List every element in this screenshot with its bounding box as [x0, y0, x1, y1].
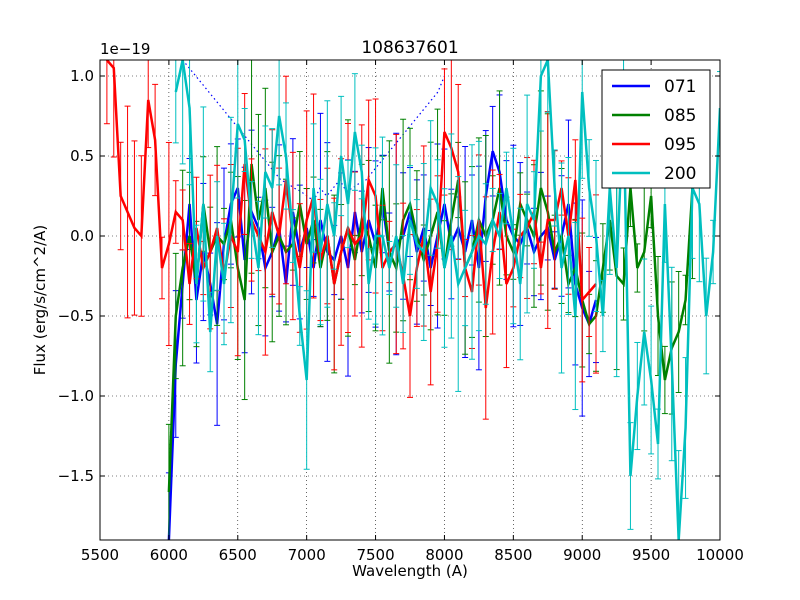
tick-layer: 5500 6000 6500 7000 7500 8000 8500 9000 9500 1000…: [58, 60, 744, 564]
legend-label: 200: [664, 164, 696, 184]
data-layer: [103, 60, 720, 540]
x-tick-label: 10000: [696, 546, 744, 564]
y-offset-label: 1e−19: [100, 40, 150, 58]
plot-frame: [99, 59, 721, 541]
legend: 071 085 095 200: [601, 69, 711, 189]
y-tick-label: −1.5: [58, 467, 94, 485]
x-tick-label: 6500: [219, 546, 257, 564]
legend-label: 085: [664, 106, 696, 126]
x-tick-label: 7000: [288, 546, 326, 564]
series-200: [172, 60, 720, 540]
x-axis-label: Wavelength (A): [352, 562, 468, 580]
x-tick-label: 5500: [81, 546, 119, 564]
series-line-095: [105, 60, 597, 317]
legend-label: 095: [664, 135, 696, 155]
y-tick-label: 0.0: [70, 227, 94, 245]
x-tick-label: 8500: [494, 546, 532, 564]
x-tick-label: 9000: [563, 546, 601, 564]
legend-label: 071: [664, 77, 696, 97]
x-tick-label: 9500: [632, 546, 670, 564]
series-line-200: [174, 60, 720, 540]
y-tick-label: 0.5: [70, 147, 94, 165]
x-tick-label: 7500: [356, 546, 394, 564]
y-tick-label: −0.5: [58, 307, 94, 325]
x-tick-label: 6000: [150, 546, 188, 564]
y-tick-label: 1.0: [70, 67, 94, 85]
chart-title: 108637601: [361, 38, 458, 58]
x-tick-label: 8000: [425, 546, 463, 564]
legend-box: [601, 69, 711, 189]
y-tick-label: −1.0: [58, 387, 94, 405]
y-axis-label: Flux (erg/s/cm^2/A): [31, 225, 49, 376]
